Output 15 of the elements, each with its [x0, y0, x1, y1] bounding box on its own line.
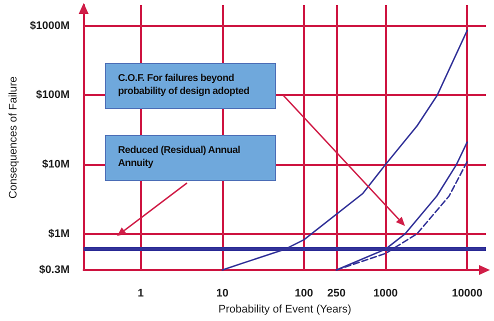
x-tick-label: 10000 [452, 288, 482, 300]
y-tick-label: $100M [36, 89, 70, 102]
y-tick-label: $1000M [30, 20, 70, 32]
y-tick-label: $10M [42, 158, 70, 170]
x-tick-label: 10 [216, 288, 228, 300]
x-tick-label: 250 [327, 288, 346, 300]
x-tick-label: 1000 [373, 288, 398, 300]
x-tick-label: 100 [294, 288, 314, 300]
y-axis-title: Consequences of Failure [8, 76, 20, 199]
callout-box: C.O.F. For failures beyond probability of design adopted [105, 63, 276, 109]
y-tick-label: $0.3M [39, 264, 70, 276]
callout-box: Reduced (Residual) Annual Annuity [105, 135, 276, 181]
x-tick-label: 1 [138, 288, 144, 300]
y-tick-label: $1M [48, 228, 70, 240]
x-axis-title: Probability of Event (Years) [218, 303, 352, 316]
